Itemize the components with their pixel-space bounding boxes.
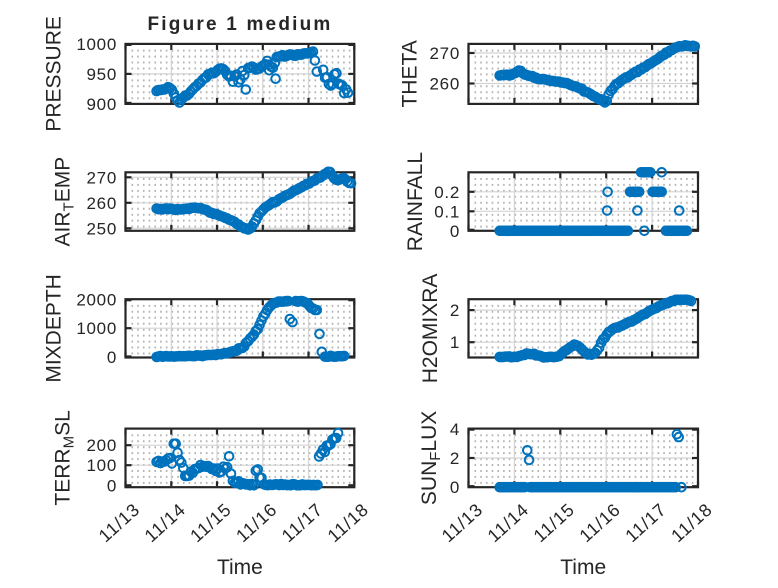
svg-text:4: 4 [450, 420, 460, 439]
svg-text:2000: 2000 [76, 291, 117, 310]
svg-text:200: 200 [87, 436, 117, 455]
svg-text:Time: Time [217, 556, 263, 579]
svg-text:MIXDEPTH: MIXDEPTH [43, 274, 66, 383]
svg-text:0: 0 [107, 348, 117, 367]
svg-text:2: 2 [450, 301, 460, 320]
svg-text:260: 260 [430, 75, 460, 94]
svg-text:PRESSURE: PRESSURE [43, 16, 66, 132]
svg-text:2: 2 [450, 449, 460, 468]
svg-text:270: 270 [430, 44, 460, 63]
svg-text:0: 0 [450, 222, 460, 241]
svg-text:1: 1 [450, 333, 460, 352]
svg-text:950: 950 [87, 65, 117, 84]
svg-text:900: 900 [87, 95, 117, 114]
svg-text:THETA: THETA [399, 40, 422, 107]
svg-text:Time: Time [560, 556, 606, 579]
svg-text:1000: 1000 [76, 319, 117, 338]
svg-text:H2OMIXRA: H2OMIXRA [419, 274, 442, 384]
svg-text:RAINFALL: RAINFALL [404, 152, 427, 251]
svg-text:Figure 1 medium: Figure 1 medium [147, 14, 332, 35]
svg-text:270: 270 [87, 168, 117, 187]
svg-text:100: 100 [87, 456, 117, 475]
svg-text:0.1: 0.1 [434, 202, 460, 221]
svg-text:TERRMSL: TERRMSL [52, 410, 78, 505]
svg-text:AIRTEMP: AIRTEMP [52, 157, 78, 247]
svg-text:1000: 1000 [76, 35, 117, 54]
svg-text:250: 250 [87, 219, 117, 238]
svg-text:0.2: 0.2 [434, 183, 460, 202]
svg-text:0: 0 [107, 476, 117, 495]
svg-text:0: 0 [450, 478, 460, 497]
svg-text:260: 260 [87, 194, 117, 213]
